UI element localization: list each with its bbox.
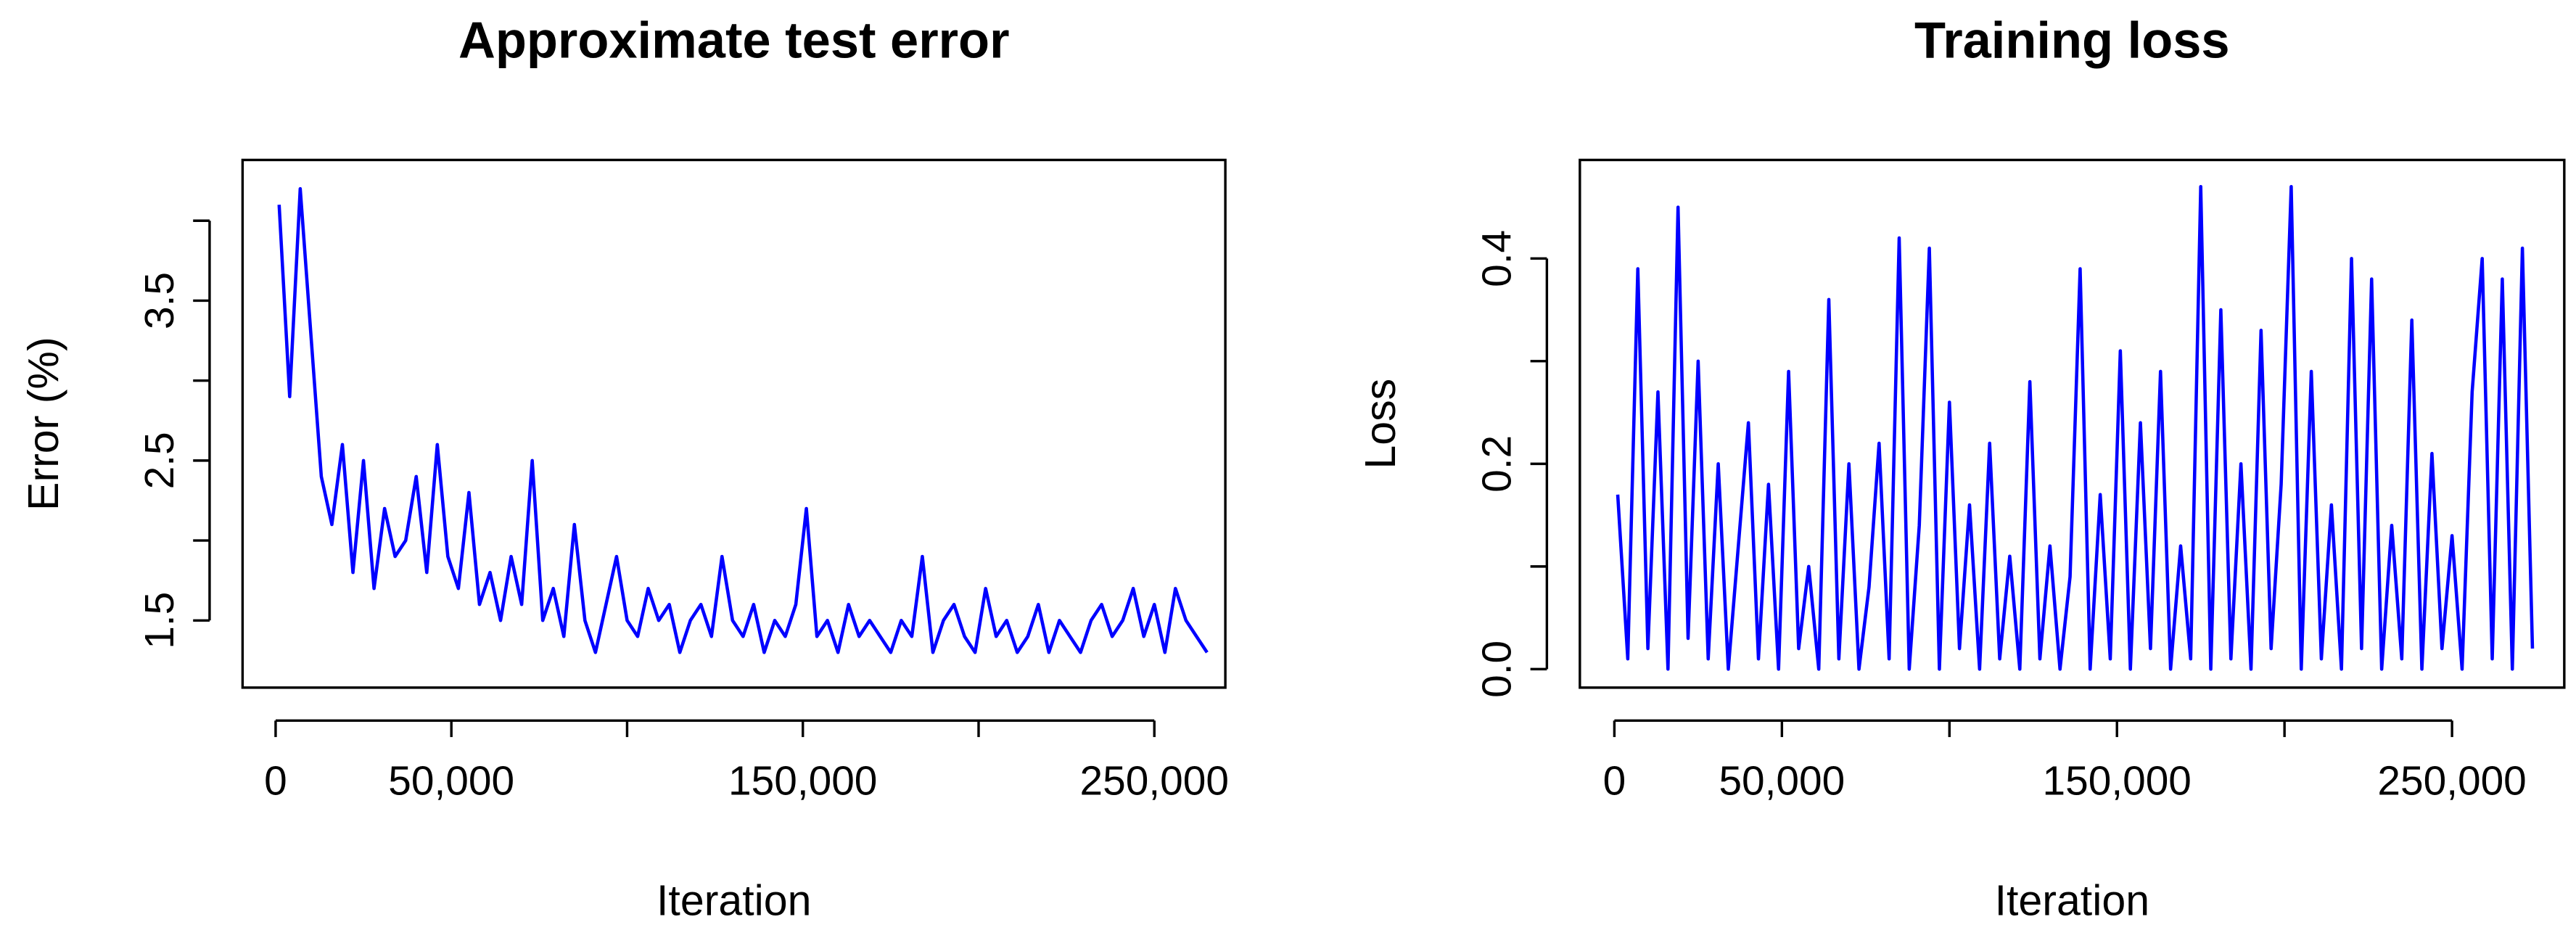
x-tick-label: 50,000 <box>1719 759 1845 805</box>
x-tick-label: 250,000 <box>2377 759 2526 805</box>
x-tick-label: 50,000 <box>388 759 514 805</box>
y-tick-label: 2.5 <box>137 432 183 489</box>
x-tick-label: 0 <box>264 759 287 805</box>
data-line <box>277 186 1209 654</box>
y-tick-label: 1.5 <box>137 592 183 649</box>
x-tick-label: 0 <box>1603 759 1626 805</box>
y-tick-label: 0.4 <box>1474 230 1520 287</box>
x-axis-label: Iteration <box>657 877 811 925</box>
data-line <box>1616 185 2535 671</box>
chart-panel: Training loss Iteration Loss 0 50,000 150,000… <box>1357 12 2566 925</box>
x-tick-label: 250,000 <box>1080 759 1229 805</box>
plot-frame <box>1579 158 2566 689</box>
x-tick-label: 150,000 <box>728 759 877 805</box>
y-axis-label: Error (%) <box>20 337 67 511</box>
y-tick-label: 3.5 <box>137 272 183 329</box>
chart-panel: Approximate test error Iteration Error (%)… <box>20 12 1229 925</box>
chart-title: Approximate test error <box>458 12 1010 69</box>
y-tick-label: 0.0 <box>1474 641 1520 698</box>
x-axis-label: Iteration <box>1995 877 2149 925</box>
y-axis-label: Loss <box>1357 379 1404 469</box>
chart-title: Training loss <box>1914 12 2230 69</box>
y-tick-label: 0.2 <box>1474 435 1520 493</box>
x-tick-label: 150,000 <box>2043 759 2192 805</box>
plot-frame <box>241 158 1227 689</box>
